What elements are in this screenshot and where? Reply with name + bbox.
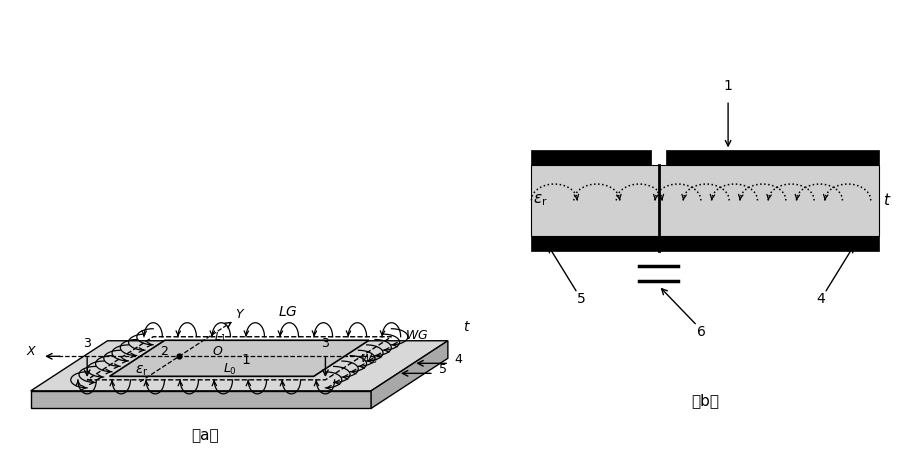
- Text: （b）: （b）: [691, 393, 719, 409]
- Text: 1: 1: [724, 79, 733, 93]
- Bar: [531, 166, 878, 235]
- Text: 3: 3: [84, 337, 91, 350]
- Text: $WG$: $WG$: [405, 329, 428, 342]
- Text: 6: 6: [697, 325, 706, 339]
- Text: $t$: $t$: [883, 193, 891, 208]
- Bar: [531, 150, 651, 166]
- Text: 3: 3: [321, 337, 330, 350]
- Polygon shape: [31, 391, 371, 409]
- Text: 2: 2: [160, 345, 168, 358]
- Text: $L_0$: $L_0$: [224, 362, 237, 377]
- Text: $\varepsilon_{\rm r}$: $\varepsilon_{\rm r}$: [533, 193, 548, 208]
- Polygon shape: [371, 341, 448, 409]
- Text: $L_1$: $L_1$: [214, 330, 226, 344]
- Text: $t$: $t$: [462, 320, 471, 334]
- Text: 1: 1: [241, 353, 250, 367]
- Polygon shape: [31, 341, 448, 391]
- Text: （a）: （a）: [191, 428, 218, 443]
- Bar: [666, 150, 878, 166]
- Text: 5: 5: [439, 364, 447, 376]
- Text: $W_0$: $W_0$: [360, 352, 377, 366]
- Text: 5: 5: [577, 292, 585, 306]
- Bar: [531, 235, 878, 251]
- Text: 4: 4: [816, 292, 825, 306]
- Text: $\varepsilon_{\rm r}$: $\varepsilon_{\rm r}$: [136, 364, 149, 378]
- Polygon shape: [110, 340, 369, 376]
- Text: $X$: $X$: [26, 345, 38, 358]
- Text: $Y$: $Y$: [235, 308, 246, 321]
- Text: $LG$: $LG$: [278, 305, 298, 319]
- Text: 4: 4: [454, 353, 462, 366]
- Text: $O$: $O$: [213, 345, 224, 358]
